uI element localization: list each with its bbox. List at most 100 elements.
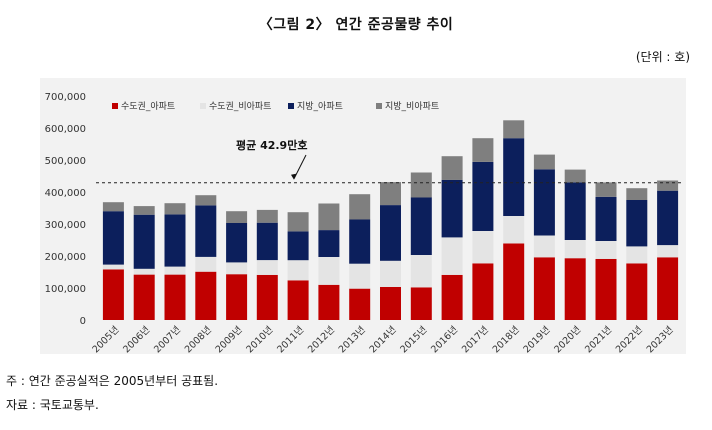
x-tick-label: 2021년 [583, 324, 614, 355]
bar-segment [102, 269, 124, 320]
bar-segment [318, 284, 340, 320]
bar-segment [441, 179, 463, 238]
bar-segment [533, 169, 555, 236]
bar-segment [349, 219, 371, 264]
legend-swatch [288, 103, 294, 109]
bar-segment [380, 205, 401, 261]
bar-segment [133, 214, 155, 269]
bar-segment [503, 216, 525, 244]
bar-segment [595, 182, 617, 197]
bar-segment [226, 274, 248, 320]
bar-segment [287, 260, 309, 281]
bar-segment [595, 196, 617, 241]
bar-segment [657, 180, 679, 191]
bar-segment [133, 274, 155, 320]
bar-segment [657, 245, 679, 258]
bar-segment [564, 182, 586, 240]
unit-label: (단위 : 호) [635, 50, 690, 64]
x-tick-label: 2017년 [460, 324, 491, 355]
y-tick-label: 700,000 [45, 92, 86, 103]
y-tick-label: 200,000 [45, 252, 86, 263]
bar-segment [256, 274, 278, 320]
bar-segment [595, 241, 617, 259]
bar-segment [533, 235, 555, 258]
bar-segment [318, 203, 340, 231]
legend-label: 수도권_아파트 [121, 100, 175, 112]
legend-label: 지방_아파트 [297, 101, 343, 112]
bar-segment [626, 200, 648, 247]
bar-segment [349, 194, 371, 220]
y-tick-label: 400,000 [45, 188, 86, 199]
bar-segment [133, 268, 155, 275]
bar-segment [410, 255, 432, 288]
bar-segment [287, 231, 309, 261]
bar-segment [226, 223, 248, 263]
y-tick-label: 300,000 [45, 220, 86, 231]
bar-segment [195, 271, 217, 320]
x-tick-label: 2022년 [614, 324, 645, 355]
x-tick-label: 2023년 [645, 324, 676, 355]
source-note: 자료 : 국토교통부. [6, 398, 99, 412]
legend-swatch [376, 103, 382, 109]
legend-label: 수도권_비아파트 [209, 100, 271, 112]
x-tick-label: 2019년 [522, 324, 553, 355]
y-tick-label: 100,000 [45, 284, 86, 295]
bar-segment [226, 211, 248, 223]
bar-segment [595, 258, 617, 320]
x-tick-label: 2014년 [368, 324, 399, 355]
y-tick-label: 0 [80, 316, 86, 327]
bar-segment [133, 206, 155, 215]
bar-segment [195, 257, 217, 272]
bar-segment [657, 190, 679, 246]
bar-segment [564, 258, 586, 320]
bar-segment [533, 154, 555, 170]
bar-segment [410, 197, 432, 255]
bar-segment [441, 156, 463, 180]
bar-segment [102, 211, 124, 265]
x-tick-label: 2013년 [337, 324, 368, 355]
legend-swatch [200, 103, 206, 109]
x-tick-label: 2011년 [275, 324, 306, 355]
x-tick-label: 2008년 [183, 324, 214, 355]
bar-segment [626, 188, 648, 200]
bar-segment [410, 287, 432, 320]
x-tick-label: 2012년 [306, 324, 337, 355]
bar-segment [349, 288, 371, 320]
bar-segment [164, 274, 186, 320]
bar-segment [503, 120, 525, 139]
bar-segment [380, 260, 401, 287]
figure-title: 〈그림 2〉 연간 준공물량 추이 [258, 17, 454, 33]
bar-segment [256, 260, 278, 275]
bar-segment [564, 240, 586, 259]
average-label: 평균 42.9만호 [236, 138, 307, 152]
y-tick-label: 500,000 [45, 156, 86, 167]
x-tick-label: 2005년 [90, 324, 121, 355]
bar-segment [195, 205, 217, 257]
bar-segment [441, 237, 463, 275]
bar-segment [472, 161, 494, 231]
bar-segment [503, 138, 525, 216]
x-tick-label: 2007년 [152, 324, 183, 355]
x-tick-label: 2006년 [121, 324, 152, 355]
bar-segment [503, 243, 525, 320]
bar-segment [102, 264, 124, 270]
footnote: 주 : 연간 준공실적은 2005년부터 공표됨. [6, 374, 219, 388]
bar-segment [164, 214, 186, 267]
bar-segment [287, 280, 309, 320]
bar-segment [472, 138, 494, 162]
bar-segment [626, 246, 648, 264]
legend-label: 지방_비아파트 [385, 101, 439, 112]
y-tick-label: 600,000 [45, 124, 86, 135]
x-tick-label: 2018년 [491, 324, 522, 355]
bar-segment [626, 263, 648, 320]
bar-segment [441, 274, 463, 320]
bar-segment [533, 257, 555, 320]
bar-segment [256, 209, 278, 223]
x-tick-label: 2016년 [429, 324, 460, 355]
bar-segment [318, 257, 340, 285]
bar-segment [102, 202, 124, 212]
x-tick-label: 2020년 [552, 324, 583, 355]
bar-segment [657, 257, 679, 320]
stacked-bar-chart: 0 100,000 200,000 300,000 400,000 500,000 600,… [45, 92, 683, 355]
bar-segment [564, 169, 586, 183]
